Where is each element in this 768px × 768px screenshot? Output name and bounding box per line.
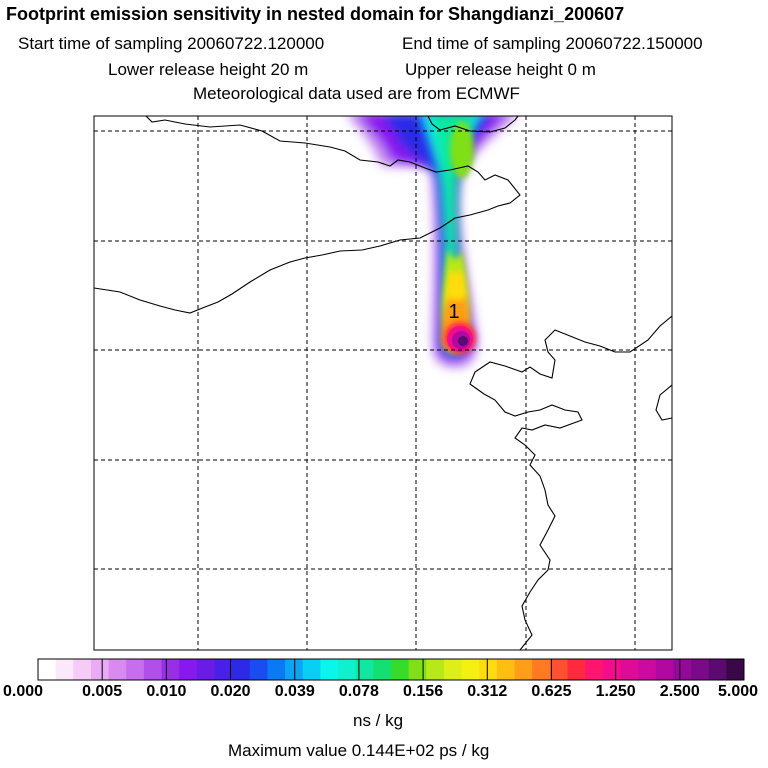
release-marker: 1 [448,301,459,323]
figure-title: Footprint emission sensitivity in nested… [6,4,625,24]
colorbar-segment [196,659,215,680]
colorbar-segment [214,659,233,680]
colorbar-segment [708,659,727,680]
colorbar-segment [620,659,639,680]
colorbar-segment [232,659,251,680]
colorbar-segment [267,659,286,680]
colorbar-tick-label: 0.000 [2,683,44,700]
colorbar-border [37,658,745,681]
colorbar-tick-label: 0.625 [531,683,572,700]
colorbar-tick-label: 0.156 [403,683,444,700]
upper-release-height: Upper release height 0 m [405,60,596,79]
colorbar-segment [549,659,568,680]
colorbar-segment [373,659,392,680]
colorbar-segment [426,659,445,680]
colorbar-segment [585,659,604,680]
colorbar-segment [391,659,410,680]
colorbar-segment [567,659,586,680]
colorbar-segment [285,659,304,680]
colorbar [37,658,745,681]
colorbar-segment [302,659,321,680]
colorbar-segment [532,659,551,680]
colorbar-segment [514,659,533,680]
colorbar-segment [161,659,180,680]
colorbar-segment [691,659,710,680]
start-time-label: Start time of sampling 20060722.120000 [18,34,325,53]
colorbar-tick-label: 2.500 [659,683,700,700]
colorbar-segment [108,659,127,680]
colorbar-segment [479,659,498,680]
footprint-plume [348,116,517,368]
map-grid [94,116,672,650]
coastlines [94,116,672,650]
colorbar-tick-label: 0.010 [146,683,187,700]
colorbar-segment [320,659,339,680]
colorbar-segment [143,659,163,680]
maximum-value-label: Maximum value 0.144E+02 ps / kg [228,741,490,760]
colorbar-segment [126,659,145,680]
colorbar-segment [655,659,674,680]
colorbar-segment [338,659,357,680]
colorbar-segment [73,659,92,680]
colorbar-segment [38,659,57,680]
met-data-label: Meteorological data used are from ECMWF [193,84,520,103]
colorbar-segment [496,659,516,680]
colorbar-tick-label: 0.005 [82,683,123,700]
colorbar-segment [602,659,621,680]
colorbar-segment [726,659,745,680]
colorbar-units: ns / kg [353,711,404,730]
colorbar-segment [461,659,480,680]
colorbar-tick-label: 0.312 [467,683,508,700]
colorbar-tick-label: 1.250 [595,683,636,700]
colorbar-segment [673,659,692,680]
colorbar-segment [90,659,110,680]
colorbar-segment [355,659,374,680]
colorbar-segment [443,659,463,680]
colorbar-segment [55,659,74,680]
lower-release-height: Lower release height 20 m [108,60,309,79]
colorbar-segment [408,659,427,680]
colorbar-tick-label: 0.039 [274,683,315,700]
colorbar-segment [179,659,198,680]
map-frame [93,115,673,651]
end-time-label: End time of sampling 20060722.150000 [402,34,703,53]
colorbar-tick-label: 0.020 [210,683,251,700]
colorbar-segment [249,659,268,680]
colorbar-segment [638,659,657,680]
colorbar-tick-label: 5.000 [717,683,759,700]
colorbar-tick-label: 0.078 [338,683,379,700]
